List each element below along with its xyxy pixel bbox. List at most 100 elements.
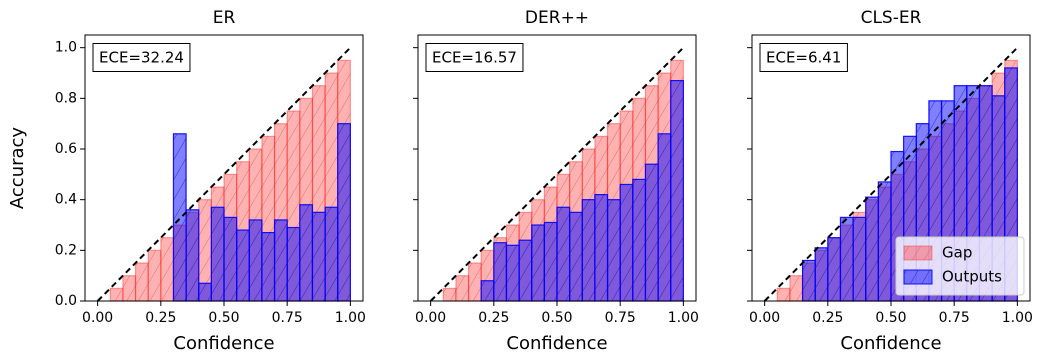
- bar: [261, 232, 276, 302]
- x-tick-label: 0.00: [749, 310, 780, 326]
- bar: [210, 206, 225, 302]
- bar-hatch: [442, 287, 457, 302]
- bar-hatch: [109, 287, 124, 302]
- bar: [311, 211, 326, 302]
- bar-hatch: [543, 221, 558, 302]
- bar: [776, 287, 791, 302]
- bar-hatch: [877, 181, 892, 302]
- bar: [814, 247, 829, 302]
- bar-hatch: [311, 211, 326, 302]
- legend-label: Outputs: [942, 268, 1002, 286]
- bar-hatch: [518, 239, 533, 302]
- x-tick-label: 0.00: [415, 310, 446, 326]
- legend-swatch-hatch: [904, 270, 932, 284]
- annotation-box: [92, 43, 191, 72]
- ece-annotation: ECE=32.24: [99, 49, 184, 67]
- bar-hatch: [594, 194, 609, 302]
- bar: [569, 211, 583, 302]
- x-tick-label: 1.00: [1002, 310, 1033, 326]
- bar-hatch: [531, 224, 545, 302]
- bar: [109, 287, 124, 302]
- y-tick-label: 0.4: [55, 192, 77, 208]
- bar: [442, 287, 457, 302]
- y-tick-label: 0.0: [55, 293, 77, 309]
- bar-hatch: [248, 219, 263, 302]
- bar: [619, 183, 634, 302]
- y-axis-label: Accuracy: [7, 127, 28, 210]
- bar: [581, 199, 596, 302]
- x-tick-label: 0.75: [272, 310, 303, 326]
- bar-hatch: [236, 229, 250, 302]
- bar-hatch: [172, 133, 187, 302]
- bar: [185, 209, 200, 302]
- bar-hatch: [261, 232, 276, 302]
- legend-swatch-hatch: [904, 246, 932, 260]
- bar: [505, 244, 520, 302]
- bar: [518, 239, 533, 302]
- x-axis-label: Confidence: [173, 333, 274, 354]
- bar: [223, 216, 238, 302]
- bar-hatch: [455, 275, 470, 302]
- bar-hatch: [865, 196, 879, 302]
- bar-hatch: [185, 209, 200, 302]
- panel-title: CLS-ER: [861, 8, 922, 28]
- bar-hatch: [122, 275, 137, 302]
- bar: [299, 204, 314, 302]
- bar: [865, 196, 879, 302]
- bar: [198, 282, 212, 302]
- x-tick-label: 0.50: [208, 310, 239, 326]
- ece-annotation: ECE=16.57: [432, 49, 517, 67]
- x-tick-label: 0.25: [145, 310, 176, 326]
- bar-hatch: [581, 199, 596, 302]
- bar-hatch: [273, 219, 288, 302]
- annotation-box: [425, 43, 524, 72]
- x-tick-label: 1.00: [668, 310, 699, 326]
- legend: Gap Outputs: [895, 236, 1025, 296]
- y-tick-label: 0.6: [55, 141, 77, 157]
- bar: [632, 178, 647, 302]
- bar: [324, 206, 339, 302]
- bar: [531, 224, 545, 302]
- y-tick-label: 0.8: [55, 90, 77, 106]
- bar-hatch: [493, 242, 508, 302]
- bar: [286, 226, 301, 302]
- annotation-box: [759, 43, 848, 72]
- bar-hatch: [814, 247, 829, 302]
- bar: [543, 221, 558, 302]
- bar-hatch: [839, 216, 854, 302]
- bar: [789, 275, 804, 302]
- bar-hatch: [134, 262, 149, 302]
- bar-hatch: [480, 280, 495, 302]
- panel: DER++ 0.00 0.25 0.50 0.75 1.00 Confidence ECE=1…: [413, 8, 699, 354]
- bar-hatch: [223, 216, 238, 302]
- x-tick-label: 0.50: [541, 310, 572, 326]
- bar: [480, 280, 495, 302]
- bar: [801, 259, 816, 302]
- bar-hatch: [827, 237, 842, 302]
- panel-title: DER++: [525, 8, 589, 28]
- bar-hatch: [147, 249, 162, 302]
- bar: [493, 242, 508, 302]
- bar-hatch: [160, 237, 175, 302]
- bar-hatch: [299, 204, 314, 302]
- bar-hatch: [556, 206, 571, 302]
- x-tick-label: 0.75: [939, 310, 970, 326]
- x-axis-label: Confidence: [840, 333, 941, 354]
- bar: [273, 219, 288, 302]
- bar: [657, 133, 672, 302]
- bar-hatch: [324, 206, 339, 302]
- bar: [606, 199, 621, 302]
- bar: [877, 181, 892, 302]
- bar-hatch: [606, 199, 621, 302]
- x-tick-label: 0.50: [875, 310, 906, 326]
- bar: [670, 79, 684, 302]
- panel: ER 0.00 0.25 0.50 0.75 1.00 0.0 0.2 0.4 0.6 0.8 1.0…: [7, 8, 366, 354]
- bar: [147, 249, 162, 302]
- bar: [467, 262, 482, 302]
- x-tick-label: 1.00: [335, 310, 366, 326]
- panel: CLS-ER 0.00 0.25 0.50 0.75 1.00 Confidence ECE=…: [747, 8, 1033, 354]
- y-tick-label: 1.0: [55, 40, 77, 56]
- bar: [122, 275, 137, 302]
- bar-hatch: [801, 259, 816, 302]
- bar-hatch: [776, 287, 791, 302]
